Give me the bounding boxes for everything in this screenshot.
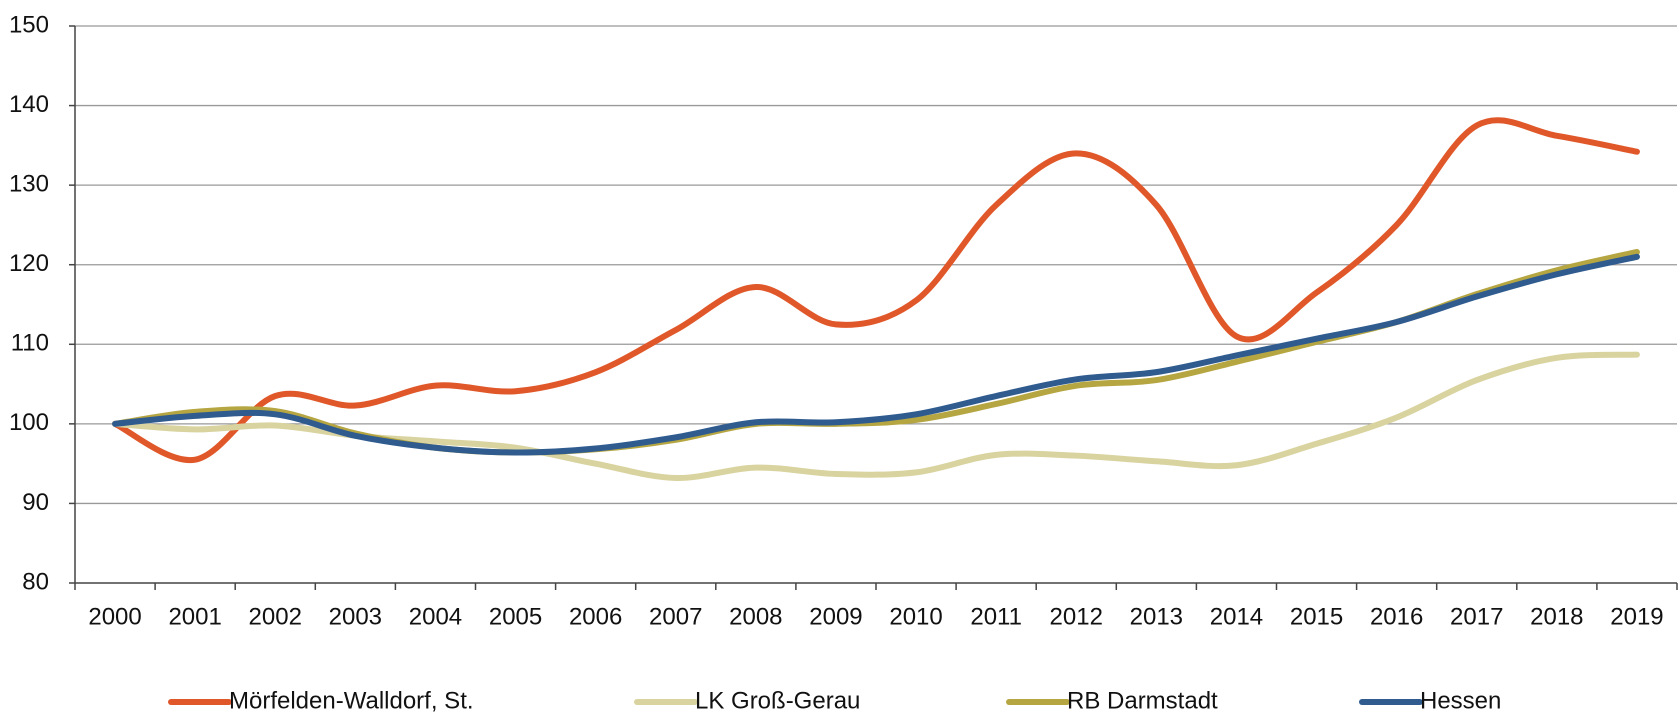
- x-tick-label: 2008: [729, 603, 782, 630]
- y-tick-label: 150: [9, 11, 49, 38]
- legend-label: Mörfelden-Walldorf, St.: [229, 687, 474, 714]
- series-line: [112, 248, 1640, 456]
- x-tick-label: 2019: [1610, 603, 1663, 630]
- legend-label: LK Groß-Gerau: [695, 687, 860, 714]
- x-tick-label: 2006: [569, 603, 622, 630]
- y-tick-label: 100: [9, 409, 49, 436]
- x-tick-label: 2017: [1450, 603, 1503, 630]
- y-tick-label: 140: [9, 91, 49, 118]
- x-tick-label: 2000: [88, 603, 141, 630]
- series-line: [112, 117, 1640, 463]
- y-tick-label: 90: [22, 489, 49, 516]
- y-tick-label: 130: [9, 170, 49, 197]
- y-tick-label: 120: [9, 250, 49, 277]
- x-tick-label: 2009: [809, 603, 862, 630]
- x-tick-label: 2012: [1050, 603, 1103, 630]
- x-tick-label: 2002: [249, 603, 302, 630]
- x-tick-label: 2004: [409, 603, 462, 630]
- y-tick-label: 80: [22, 568, 49, 595]
- x-tick-label: 2007: [649, 603, 702, 630]
- x-tick-label: 2003: [329, 603, 382, 630]
- series-line: [112, 253, 1640, 456]
- legend-label: RB Darmstadt: [1067, 687, 1218, 714]
- x-tick-label: 2014: [1210, 603, 1263, 630]
- x-tick-label: 2011: [970, 603, 1022, 630]
- x-tick-label: 2018: [1530, 603, 1583, 630]
- x-tick-label: 2015: [1290, 603, 1343, 630]
- x-tick-label: 2005: [489, 603, 542, 630]
- x-tick-label: 2016: [1370, 603, 1423, 630]
- x-tick-label: 2013: [1130, 603, 1183, 630]
- y-tick-label: 110: [11, 330, 49, 357]
- legend-label: Hessen: [1420, 687, 1501, 714]
- series-line: [112, 351, 1640, 481]
- x-tick-label: 2010: [889, 603, 942, 630]
- x-tick-label: 2001: [168, 603, 221, 630]
